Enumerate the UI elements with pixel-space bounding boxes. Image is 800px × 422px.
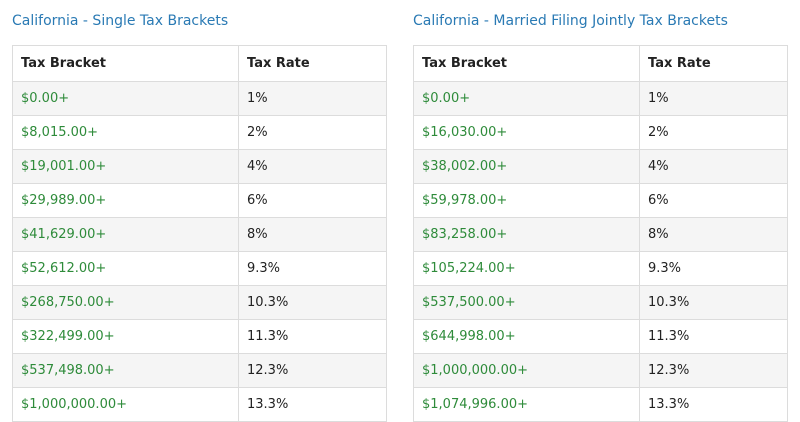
bracket-cell: $29,989.00+	[12, 183, 239, 218]
bracket-cell: $16,030.00+	[413, 115, 640, 150]
rate-cell: 2%	[639, 115, 788, 150]
bracket-cell: $537,498.00+	[12, 353, 239, 388]
rate-cell: 13.3%	[639, 387, 788, 422]
married-brackets-title[interactable]: California - Married Filing Jointly Tax …	[413, 13, 728, 29]
table-row: $1,074,996.00+ 13.3%	[413, 387, 788, 422]
rate-cell: 6%	[238, 183, 387, 218]
bracket-cell: $1,000,000.00+	[413, 353, 640, 388]
table-row: $19,001.00+ 4%	[12, 149, 387, 184]
bracket-cell: $105,224.00+	[413, 251, 640, 286]
rate-cell: 1%	[238, 81, 387, 116]
rate-cell: 4%	[238, 149, 387, 184]
rate-cell: 4%	[639, 149, 788, 184]
table-row: $0.00+ 1%	[413, 81, 788, 116]
table-row: $105,224.00+ 9.3%	[413, 251, 788, 286]
bracket-cell: $0.00+	[12, 81, 239, 116]
rate-cell: 13.3%	[238, 387, 387, 422]
single-brackets-title[interactable]: California - Single Tax Brackets	[12, 13, 229, 29]
table-row: $29,989.00+ 6%	[12, 183, 387, 218]
bracket-cell: $19,001.00+	[12, 149, 239, 184]
bracket-cell: $1,000,000.00+	[12, 387, 239, 422]
table-row: $16,030.00+ 2%	[413, 115, 788, 150]
single-brackets-table: Tax Bracket Tax Rate $0.00+ 1% $8,015.00…	[12, 45, 387, 422]
table-header-row: Tax Bracket Tax Rate	[12, 45, 387, 82]
rate-cell: 1%	[639, 81, 788, 116]
rate-cell: 6%	[639, 183, 788, 218]
column-header-tax-bracket: Tax Bracket	[12, 45, 239, 82]
bracket-cell: $1,074,996.00+	[413, 387, 640, 422]
bracket-cell: $322,499.00+	[12, 319, 239, 354]
rate-cell: 2%	[238, 115, 387, 150]
bracket-cell: $537,500.00+	[413, 285, 640, 320]
column-header-tax-rate: Tax Rate	[238, 45, 387, 82]
rate-cell: 11.3%	[238, 319, 387, 354]
bracket-cell: $41,629.00+	[12, 217, 239, 252]
table-row: $1,000,000.00+ 13.3%	[12, 387, 387, 422]
column-header-tax-rate: Tax Rate	[639, 45, 788, 82]
table-row: $8,015.00+ 2%	[12, 115, 387, 150]
bracket-cell: $268,750.00+	[12, 285, 239, 320]
table-row: $41,629.00+ 8%	[12, 217, 387, 252]
table-row: $59,978.00+ 6%	[413, 183, 788, 218]
column-header-tax-bracket: Tax Bracket	[413, 45, 640, 82]
rate-cell: 11.3%	[639, 319, 788, 354]
rate-cell: 10.3%	[639, 285, 788, 320]
table-row: $1,000,000.00+ 12.3%	[413, 353, 788, 388]
rate-cell: 8%	[639, 217, 788, 252]
bracket-cell: $52,612.00+	[12, 251, 239, 286]
bracket-cell: $0.00+	[413, 81, 640, 116]
bracket-cell: $644,998.00+	[413, 319, 640, 354]
table-row: $38,002.00+ 4%	[413, 149, 788, 184]
rate-cell: 9.3%	[238, 251, 387, 286]
table-row: $268,750.00+ 10.3%	[12, 285, 387, 320]
table-header-row: Tax Bracket Tax Rate	[413, 45, 788, 82]
table-row: $322,499.00+ 11.3%	[12, 319, 387, 354]
rate-cell: 10.3%	[238, 285, 387, 320]
table-row: $537,500.00+ 10.3%	[413, 285, 788, 320]
table-row: $83,258.00+ 8%	[413, 217, 788, 252]
table-row: $52,612.00+ 9.3%	[12, 251, 387, 286]
bracket-cell: $83,258.00+	[413, 217, 640, 252]
married-brackets-table: Tax Bracket Tax Rate $0.00+ 1% $16,030.0…	[413, 45, 788, 422]
bracket-cell: $38,002.00+	[413, 149, 640, 184]
bracket-cell: $8,015.00+	[12, 115, 239, 150]
rate-cell: 8%	[238, 217, 387, 252]
bracket-cell: $59,978.00+	[413, 183, 640, 218]
table-row: $0.00+ 1%	[12, 81, 387, 116]
table-row: $644,998.00+ 11.3%	[413, 319, 788, 354]
table-row: $537,498.00+ 12.3%	[12, 353, 387, 388]
rate-cell: 12.3%	[238, 353, 387, 388]
rate-cell: 12.3%	[639, 353, 788, 388]
rate-cell: 9.3%	[639, 251, 788, 286]
